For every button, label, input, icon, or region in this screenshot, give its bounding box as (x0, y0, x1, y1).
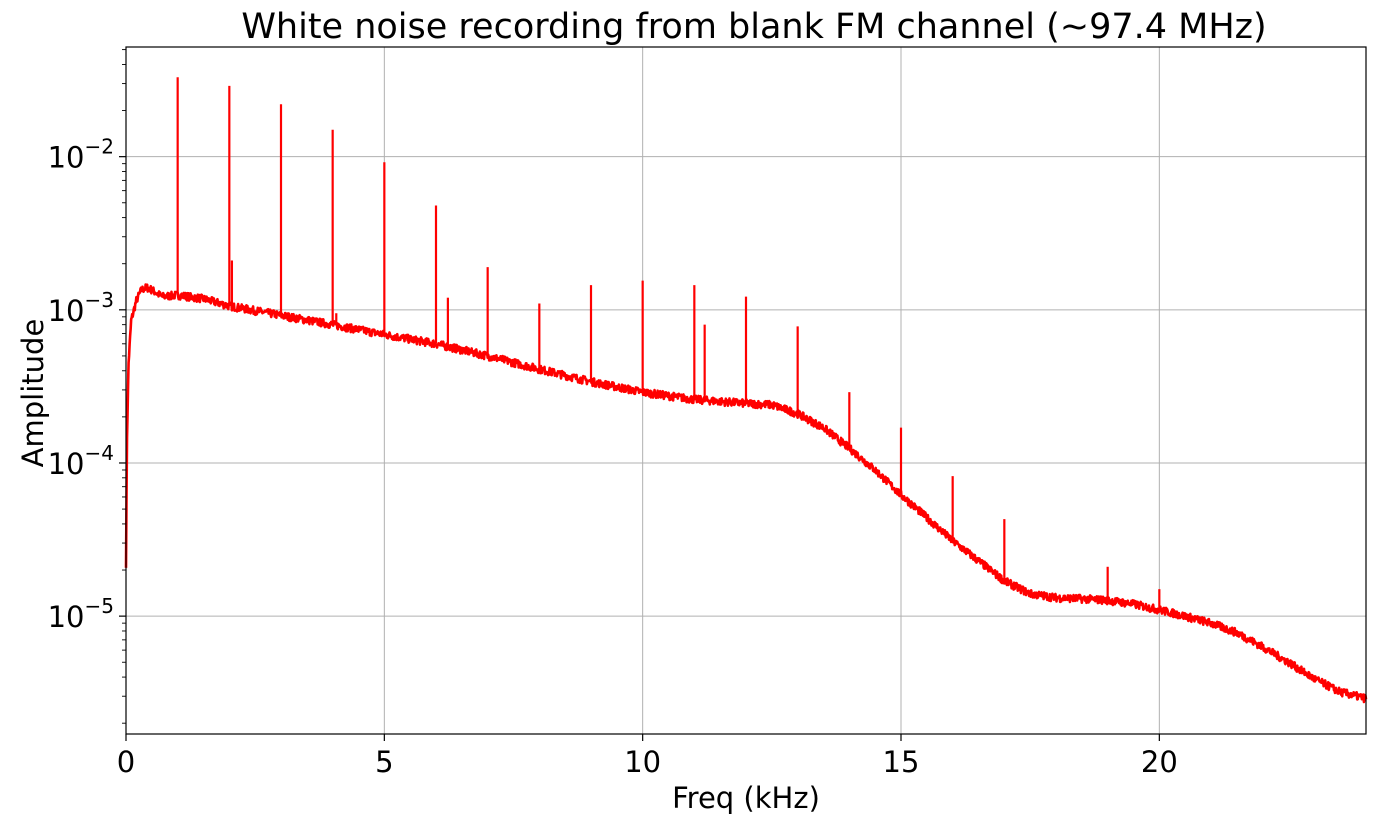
y-tick-label: 10−2 (48, 135, 114, 175)
y-tick-base: 10 (48, 294, 85, 328)
chart-title: White noise recording from blank FM chan… (241, 7, 1266, 47)
y-tick-exponent: −3 (85, 288, 114, 312)
y-tick-exponent: −5 (85, 594, 114, 618)
y-tick-base: 10 (48, 600, 85, 634)
x-tick-label: 5 (375, 745, 393, 779)
x-axis-label: Freq (kHz) (672, 781, 820, 815)
y-tick-exponent: −4 (85, 441, 114, 465)
y-tick-label: 10−4 (48, 441, 114, 481)
series-trace (124, 77, 1368, 704)
x-tick-label: 15 (883, 745, 920, 779)
x-tick-label: 20 (1141, 745, 1178, 779)
y-tick-base: 10 (48, 447, 85, 481)
y-tick-label: 10−3 (48, 288, 114, 328)
x-tick-label: 0 (117, 745, 135, 779)
y-tick-base: 10 (48, 141, 85, 175)
y-axis-label: Amplitude (16, 319, 50, 468)
axis-ticks (119, 49, 1160, 741)
plot-frame (125, 46, 1367, 735)
y-tick-exponent: −2 (85, 135, 114, 159)
y-tick-label: 10−5 (48, 594, 114, 634)
x-tick-label: 10 (624, 745, 661, 779)
